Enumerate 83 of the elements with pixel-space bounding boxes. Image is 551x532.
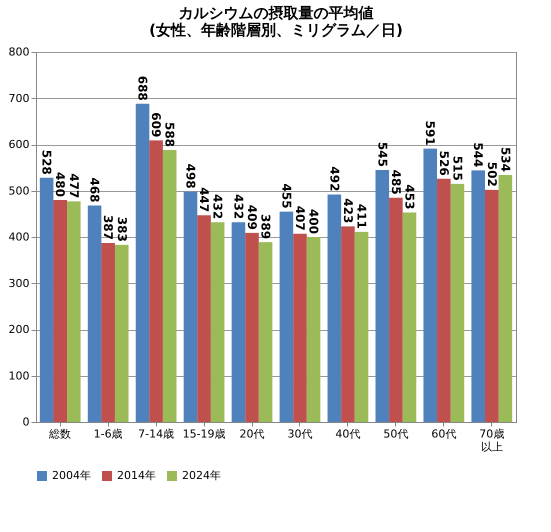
data-label: 515 [450,156,464,181]
data-label: 534 [498,146,512,172]
data-label: 477 [66,173,81,198]
bar [450,184,464,422]
bar [306,237,320,422]
bar [88,206,102,422]
bar [293,234,307,422]
data-label: 455 [279,184,294,209]
bar [149,140,163,422]
data-label: 544 [471,142,486,168]
bar [471,170,485,422]
y-tick-label: 600 [8,138,30,151]
bar [114,244,129,422]
bar [40,178,54,422]
data-label: 498 [183,164,198,189]
data-label: 528 [40,150,54,175]
bar [402,212,416,422]
x-tick-label: 7-14歳 [138,428,174,440]
data-label: 423 [340,198,355,224]
bar [341,226,355,422]
data-label: 389 [258,214,273,240]
x-tick-label: 15-19歳 [182,428,226,440]
bar [328,194,342,422]
bar [280,212,294,422]
bar [376,170,390,422]
bar [232,222,246,422]
x-tick-label: 60代 [431,428,456,440]
data-label: 383 [114,216,129,242]
data-label: 591 [423,120,438,146]
data-label: 688 [136,76,150,101]
data-label: 502 [484,162,499,187]
data-label: 407 [292,206,307,231]
bar [484,190,499,422]
bar [258,242,272,422]
y-tick-label: 800 [8,46,30,58]
bar [53,200,68,422]
y-tick-label: 400 [8,230,30,244]
bar [210,222,224,422]
data-label: 409 [245,204,260,230]
data-label: 485 [388,170,403,195]
data-label: 387 [101,214,116,240]
data-label: 411 [354,204,369,229]
legend-label: 2024年 [182,469,221,482]
bar [354,232,368,422]
data-label: 447 [197,187,212,212]
x-tick-label: 70歳以上 [479,428,504,454]
y-tick-label: 100 [8,369,30,382]
x-tick-label: 30代 [287,428,312,440]
bar [423,148,438,422]
x-tick-label: 50代 [383,428,408,440]
x-tick-label: 1-6歳 [94,428,123,440]
legend-label: 2014年 [117,469,156,482]
bar [101,243,115,422]
x-tick-label: 20代 [240,428,265,440]
bar [67,201,81,422]
bar [197,215,211,422]
chart-title: カルシウムの摂取量の平均値 (女性、年齢階層別、ミリグラム／日) [149,4,403,39]
data-label: 432 [210,194,225,220]
bar [498,175,512,422]
x-tick-label: 40代 [335,428,360,440]
bar [245,232,259,422]
bar [437,178,451,422]
data-label: 492 [327,166,342,192]
y-tick-label: 0 [22,416,30,428]
data-label: 400 [306,208,321,234]
data-label: 609 [149,112,164,138]
legend-label: 2004年 [52,469,91,482]
bar [162,150,176,422]
data-label: 468 [88,177,102,203]
data-label: 588 [162,122,177,148]
y-tick-label: 300 [8,276,30,290]
data-label: 453 [402,184,416,210]
data-label: 432 [231,194,246,220]
data-label: 526 [436,150,451,176]
data-label: 545 [375,142,390,167]
x-tick-label: 総数 [48,428,72,440]
y-tick-label: 500 [8,184,30,198]
bar [136,104,150,422]
y-tick-label: 700 [8,92,30,105]
bar [184,192,198,422]
data-label: 480 [53,172,68,197]
bar [389,198,403,422]
y-tick-label: 200 [8,323,30,336]
